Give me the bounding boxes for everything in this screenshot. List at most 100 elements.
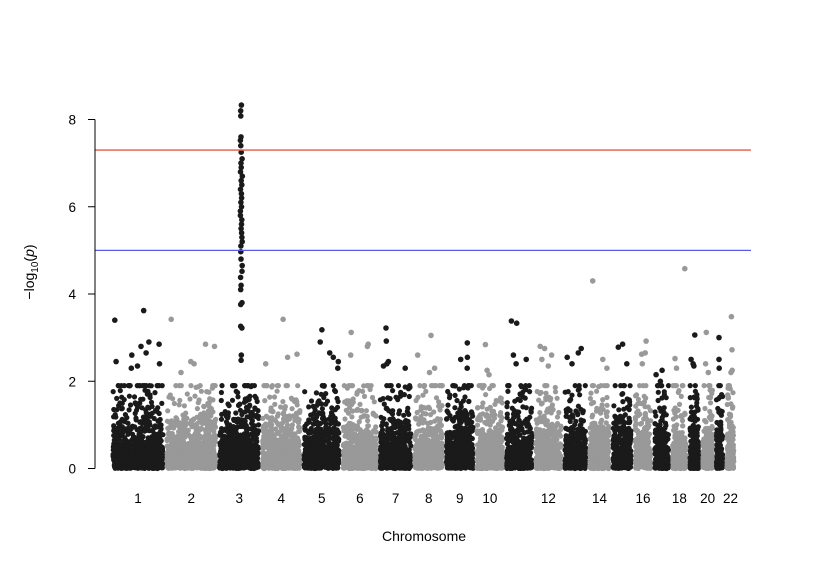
snp-point (141, 451, 148, 457)
snp-point (116, 428, 123, 434)
snp-point (307, 452, 313, 458)
snp-point (145, 441, 151, 447)
snp-point (387, 396, 393, 402)
snp-point (159, 383, 165, 389)
snp-point (262, 398, 268, 404)
snp-point (306, 417, 312, 423)
snp-point (190, 434, 196, 440)
snp-point (321, 383, 327, 389)
snp-hit-point (364, 343, 371, 350)
snp-point (295, 420, 302, 426)
snp-hit-point (237, 301, 244, 308)
snp-point (150, 428, 156, 434)
snp-hit-point (238, 352, 245, 358)
snp-point (217, 465, 223, 471)
snp-point (220, 435, 226, 441)
snp-hit-point (238, 142, 244, 149)
snp-point (208, 406, 214, 412)
snp-point (260, 445, 266, 451)
snp-point (119, 424, 125, 430)
snp-point (165, 408, 171, 414)
snp-point (202, 427, 208, 433)
snp-point (264, 458, 270, 464)
chromosome-4-points (260, 316, 303, 472)
snp-point (154, 383, 160, 389)
snp-point (396, 408, 403, 414)
snp-point (302, 426, 308, 432)
snp-point (176, 402, 182, 408)
snp-point (192, 454, 198, 460)
snp-point (324, 463, 330, 470)
chromosome-8-points (412, 332, 446, 471)
snp-hit-point (237, 286, 244, 293)
snp-point (114, 395, 120, 401)
snp-point (132, 463, 138, 469)
snp-point (134, 427, 140, 433)
snp-point (252, 423, 258, 429)
snp-point (296, 428, 302, 434)
snp-point (373, 435, 379, 441)
snp-point (372, 441, 378, 447)
snp-point (281, 464, 287, 470)
snp-point (247, 402, 253, 408)
snp-point (269, 384, 275, 390)
snp-point (271, 439, 277, 445)
snp-point (244, 427, 250, 433)
snp-point (264, 435, 270, 441)
snp-hit-point (238, 256, 244, 262)
snp-point (202, 436, 208, 443)
snp-point (349, 446, 355, 452)
snp-point (383, 421, 389, 427)
snp-point (192, 393, 198, 399)
snp-point (147, 412, 153, 418)
snp-point (351, 438, 357, 444)
chromosome-2-points (164, 316, 219, 472)
snp-point (241, 399, 247, 405)
snp-point (395, 418, 401, 424)
snp-point (204, 452, 210, 458)
snp-point (178, 434, 184, 440)
snp-point (268, 426, 274, 432)
snp-point (313, 390, 319, 396)
snp-point (205, 420, 211, 426)
snp-point (360, 388, 366, 394)
snp-point (233, 410, 239, 416)
snp-point (222, 409, 228, 415)
snp-point (178, 383, 184, 389)
snp-point (395, 383, 402, 389)
snp-point (239, 411, 245, 418)
snp-point (314, 402, 320, 408)
snp-point (207, 396, 213, 402)
snp-hit-point (380, 363, 387, 369)
snp-point (361, 383, 367, 389)
snp-point (114, 434, 120, 440)
snp-point (172, 422, 178, 428)
snp-hit-point (112, 317, 118, 324)
snp-point (196, 460, 202, 466)
snp-point (218, 397, 224, 404)
snp-point (301, 464, 308, 470)
snp-hit-point (156, 361, 163, 367)
snp-point (234, 442, 240, 449)
snp-point (328, 413, 334, 419)
snp-hit-point (156, 341, 162, 348)
snp-point (321, 417, 327, 423)
snp-point (192, 463, 198, 470)
snp-point (405, 386, 412, 392)
snp-point (326, 452, 332, 458)
snp-point (333, 419, 339, 425)
snp-point (218, 416, 225, 422)
snp-hit-point (146, 339, 152, 345)
snp-point (180, 461, 186, 467)
snp-point (211, 443, 217, 449)
snp-point (345, 433, 351, 439)
chromosome-1-points (110, 307, 166, 472)
snp-point (173, 415, 179, 421)
snp-point (276, 429, 283, 435)
snp-point (143, 423, 149, 429)
snp-point (242, 383, 248, 389)
snp-point (344, 384, 350, 390)
snp-point (342, 416, 348, 422)
snp-point (143, 417, 149, 423)
snp-point (211, 450, 217, 457)
